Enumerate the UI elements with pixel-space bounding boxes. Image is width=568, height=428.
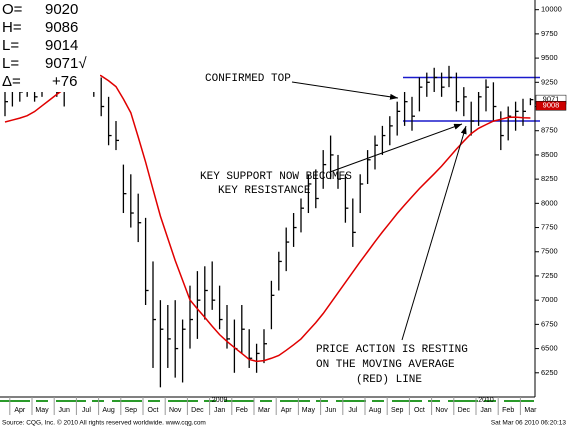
quote-value: +76: [52, 73, 77, 90]
quote-value: 9020: [45, 1, 78, 18]
x-tick-label: Jan: [480, 407, 491, 414]
y-tick-label: 10000: [541, 5, 562, 14]
annotation: PRICE ACTION IS RESTING: [316, 344, 468, 356]
arrow: [401, 125, 467, 341]
y-tick-label: 7000: [541, 295, 558, 304]
y-tick-label: 7500: [541, 247, 558, 256]
annotation: ON THE MOVING AVERAGE: [316, 359, 455, 371]
y-tick-label: 9750: [541, 29, 558, 38]
annotation: KEY SUPPORT NOW BECOMES: [200, 171, 352, 183]
y-tick-label: 8000: [541, 198, 558, 207]
x-tick-label: Nov: [435, 407, 448, 414]
annotation: (RED) LINE: [356, 374, 422, 386]
price-tag-label: 9008: [543, 101, 560, 110]
y-tick-label: 6250: [541, 368, 558, 377]
x-tick-label: Mar: [258, 407, 271, 414]
quote-label: Δ=: [2, 73, 21, 90]
y-tick-label: 7250: [541, 271, 558, 280]
x-tick-label: Aug: [102, 407, 115, 414]
arrow: [329, 123, 463, 173]
y-tick-label: 8750: [541, 126, 558, 135]
y-tick-label: 6750: [541, 319, 558, 328]
timestamp: Sat Mar 06 2010 06:20:13: [491, 420, 567, 427]
x-tick-label: Jul: [348, 407, 357, 414]
quote-label: O=: [2, 1, 23, 18]
quote-value: 9071√: [45, 55, 87, 72]
x-tick-label: Dec: [458, 407, 471, 414]
y-tick-label: 8250: [541, 174, 558, 183]
x-tick-label: Jul: [82, 407, 91, 414]
x-tick-label: Jun: [59, 407, 70, 414]
quote-label: L=: [2, 37, 19, 54]
quote-label: L=: [2, 55, 19, 72]
x-tick-label: Feb: [502, 407, 514, 414]
y-tick-label: 8500: [541, 150, 558, 159]
annotation: KEY RESISTANCE: [218, 185, 311, 197]
x-tick-label: Jan: [214, 407, 225, 414]
x-tick-label: Apr: [281, 407, 293, 414]
quote-value: 9014: [45, 37, 78, 54]
y-tick-label: 9500: [541, 53, 558, 62]
price-tag-label: 9071: [543, 95, 560, 104]
x-tick-label: May: [302, 407, 316, 414]
arrow: [291, 81, 399, 100]
year-label: 2010: [478, 397, 494, 404]
quote-panel: [0, 0, 100, 92]
x-tick-label: Sep: [125, 407, 138, 414]
quote-value: 9086: [45, 19, 78, 36]
x-tick-label: Dec: [191, 407, 204, 414]
annotation: CONFIRMED TOP: [205, 73, 291, 85]
y-tick-label: 6500: [541, 344, 558, 353]
quote-label: H=: [2, 19, 22, 36]
x-tick-label: Mar: [524, 407, 537, 414]
x-tick-label: Apr: [14, 407, 26, 414]
x-tick-label: May: [35, 407, 49, 414]
y-tick-label: 7750: [541, 223, 558, 232]
year-label: 2009: [212, 397, 228, 404]
x-tick-label: Jun: [325, 407, 336, 414]
x-tick-label: Oct: [148, 407, 159, 414]
x-tick-label: Nov: [169, 407, 182, 414]
price-tag: [535, 100, 567, 111]
x-tick-label: Sep: [391, 407, 404, 414]
x-tick-label: Feb: [236, 407, 248, 414]
y-tick-label: 9250: [541, 77, 558, 86]
x-tick-label: Aug: [369, 407, 382, 414]
source: Source: CQG, Inc. © 2010 All rights rese…: [2, 419, 206, 427]
x-tick-label: Oct: [414, 407, 425, 414]
